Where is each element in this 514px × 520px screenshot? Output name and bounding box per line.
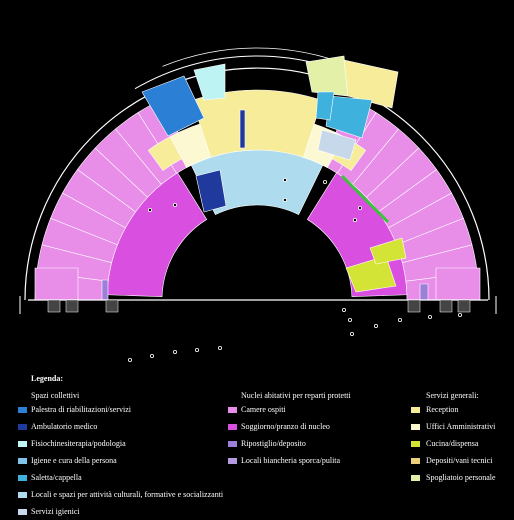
column	[322, 179, 327, 184]
base-block	[407, 299, 421, 313]
reception	[191, 89, 323, 158]
chapel	[315, 91, 335, 121]
legend-label: Reception	[426, 405, 459, 414]
legend-label: Cucina/dispensa	[426, 439, 479, 448]
legend-label: Locali e spazi per attività culturali, f…	[31, 490, 224, 499]
corridor-line	[340, 174, 390, 224]
legend-label: Palestra di riabilitazioni/servizi	[31, 405, 131, 414]
column	[217, 345, 222, 350]
legend-title: Legenda:	[31, 374, 63, 383]
legend-swatch	[18, 424, 27, 430]
restroom	[317, 129, 357, 161]
column	[282, 197, 287, 202]
column	[282, 177, 287, 182]
storage-room	[101, 279, 109, 301]
legend-label: Ambulatorio medico	[31, 422, 98, 431]
column	[347, 317, 352, 322]
column	[349, 331, 354, 336]
base-block	[457, 299, 471, 313]
legend-swatch	[411, 424, 420, 430]
legend-swatch	[228, 424, 237, 430]
column	[172, 349, 177, 354]
legend-swatch	[411, 441, 420, 447]
column	[147, 207, 152, 212]
legend-swatch	[411, 475, 420, 481]
base-block	[65, 299, 79, 313]
technical-store	[343, 59, 399, 109]
storage-room	[419, 283, 429, 301]
column	[341, 307, 346, 312]
column	[373, 323, 378, 328]
legend-swatch	[228, 407, 237, 413]
column	[397, 317, 402, 322]
legend-swatch	[18, 475, 27, 481]
column	[127, 357, 132, 362]
kitchen	[369, 237, 407, 265]
legend-swatch	[411, 407, 420, 413]
column	[172, 202, 177, 207]
guest-room	[34, 267, 79, 301]
rehab-gym	[141, 75, 205, 137]
legend-swatch	[18, 458, 27, 464]
column	[194, 347, 199, 352]
legend-label: Uffici Amministrativi	[426, 422, 496, 431]
physiotherapy-room	[193, 63, 226, 101]
outer-wall	[24, 67, 490, 301]
kitchen	[345, 255, 397, 293]
legend-label: Spogliatoio personale	[426, 473, 496, 482]
legend-label: Camere ospiti	[241, 405, 286, 414]
legend-label: Servizi igienici	[31, 507, 80, 516]
legend-label: Saletta/cappella	[31, 473, 82, 482]
legend-swatch	[18, 492, 27, 498]
guest-room	[435, 267, 481, 301]
technical-store	[147, 136, 183, 171]
base-block	[47, 299, 61, 313]
column	[457, 312, 462, 317]
medical-clinic	[195, 169, 227, 213]
legend-label: Soggiorno/pranzo di nucleo	[241, 422, 330, 431]
legend-swatch	[18, 509, 27, 515]
legend-label: Fisiochinesiterapia/podologia	[31, 439, 126, 448]
administrative-office	[169, 123, 212, 168]
legend-label: Locali biancheria sporca/pulita	[241, 456, 341, 465]
staff-changing-room	[305, 55, 349, 97]
legend-swatch	[18, 407, 27, 413]
legend-swatch	[18, 441, 27, 447]
legend-heading-general: Servizi generali:	[426, 391, 479, 400]
base-block	[105, 299, 119, 313]
legend-heading-units: Nuclei abitativi per reparti protetti	[241, 391, 351, 400]
legend-label: Igiene e cura della persona	[31, 456, 117, 465]
base-block	[439, 299, 453, 313]
medical-clinic-strip	[239, 109, 246, 149]
legend-swatch	[228, 441, 237, 447]
legend-label: Ripostiglio/deposito	[241, 439, 306, 448]
legend-heading-collective: Spazi collettivi	[31, 391, 80, 400]
column	[357, 205, 362, 210]
legend-label: Depositi/vani tecnici	[426, 456, 493, 465]
legend-swatch	[411, 458, 420, 464]
column	[427, 314, 432, 319]
legend-swatch	[228, 458, 237, 464]
column	[149, 353, 154, 358]
column	[352, 217, 357, 222]
